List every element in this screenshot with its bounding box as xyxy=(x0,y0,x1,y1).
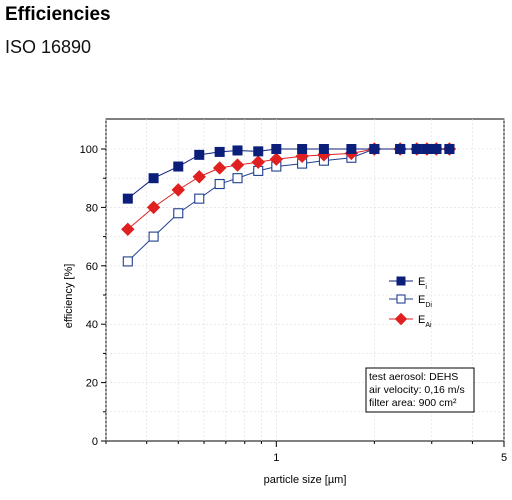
y-tick-label: 60 xyxy=(86,261,98,273)
legend-label: Ei xyxy=(418,276,427,291)
data-point xyxy=(230,158,245,172)
data-point xyxy=(396,294,406,304)
data-point xyxy=(444,144,455,154)
data-point xyxy=(251,155,265,169)
data-point xyxy=(271,144,282,154)
annotation-frame xyxy=(365,367,475,413)
data-point xyxy=(411,144,422,154)
data-point xyxy=(173,161,184,172)
data-point xyxy=(148,173,159,184)
data-point xyxy=(232,173,243,184)
data-point xyxy=(369,144,380,154)
data-point xyxy=(194,193,205,204)
data-point xyxy=(318,144,329,154)
page-subtitle: ISO 16890 xyxy=(5,37,92,57)
y-tick-label: 0 xyxy=(92,436,98,448)
data-point xyxy=(297,144,308,154)
data-point xyxy=(395,144,406,154)
data-point xyxy=(232,145,243,156)
data-point xyxy=(396,276,406,286)
data-point xyxy=(431,144,442,154)
annotation-line: test aerosol: DEHS xyxy=(369,371,458,383)
data-point xyxy=(421,144,432,154)
page-title: Efficiencies xyxy=(5,4,111,25)
data-point xyxy=(122,256,133,267)
axes: 0 20 40 60 80 100 1 5 xyxy=(80,144,507,464)
data-point xyxy=(269,152,284,166)
series-layer xyxy=(121,142,457,267)
y-tick-label: 20 xyxy=(86,378,98,390)
data-point xyxy=(173,208,184,219)
data-point xyxy=(148,231,159,242)
data-point xyxy=(146,200,161,215)
y-tick-label: 40 xyxy=(86,319,98,331)
legend-item: Ei xyxy=(389,276,427,291)
x-axis-label: particle size [µm] xyxy=(264,474,347,486)
x-tick-label: 5 xyxy=(501,452,507,464)
data-point xyxy=(394,312,408,326)
data-point xyxy=(122,193,133,204)
data-point xyxy=(121,222,135,237)
data-point xyxy=(214,146,225,157)
y-axis-label: efficiency [%] xyxy=(63,264,75,329)
y-tick-label: 100 xyxy=(80,144,98,156)
data-point xyxy=(192,170,206,184)
data-point xyxy=(346,144,357,154)
data-point xyxy=(214,178,225,190)
y-tick-label: 80 xyxy=(86,202,98,214)
data-point xyxy=(253,146,264,157)
x-tick-label: 1 xyxy=(273,452,279,464)
annotation-line: air velocity: 0,16 m/s xyxy=(369,384,465,396)
data-point xyxy=(212,161,227,175)
data-point xyxy=(194,149,205,160)
annotation-line: filter area: 900 cm² xyxy=(369,397,457,409)
data-point xyxy=(171,183,185,197)
series-Ei xyxy=(122,144,455,204)
